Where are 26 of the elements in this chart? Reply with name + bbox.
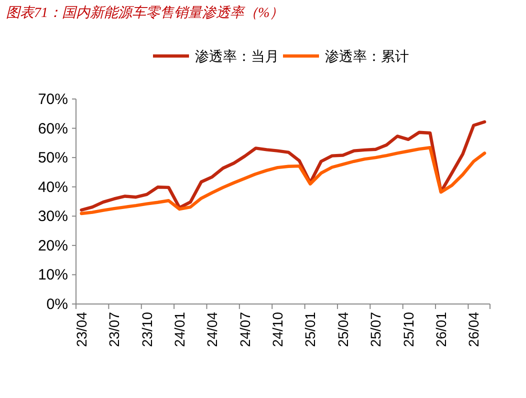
- x-tick-label: 24/10: [270, 312, 286, 348]
- y-tick-label: 20%: [38, 237, 68, 254]
- x-tick-label: 26/01: [432, 312, 449, 348]
- x-tick-label: 24/01: [172, 312, 188, 348]
- y-tick-label: 60%: [38, 120, 68, 138]
- y-tick-label: 10%: [38, 266, 68, 284]
- legend-label: 渗透率：累计: [325, 48, 409, 64]
- y-tick-label: 70%: [38, 91, 68, 108]
- x-tick-label: 24/04: [204, 312, 220, 348]
- legend-label: 渗透率：当月: [195, 48, 279, 64]
- y-tick-label: 30%: [38, 208, 68, 226]
- x-tick-label: 23/10: [138, 312, 155, 348]
- x-tick-label: 25/01: [302, 312, 318, 348]
- chart-title: 图表71：国内新能源车零售销量渗透率（%）: [6, 5, 284, 21]
- x-tick-label: 25/10: [400, 312, 416, 348]
- line-series: [80, 146, 486, 216]
- x-tick-label: 24/07: [236, 312, 253, 348]
- y-tick-label: 0%: [46, 296, 68, 313]
- x-tick-label: 23/07: [106, 312, 122, 348]
- x-tick-label: 26/04: [466, 312, 482, 348]
- x-tick-label: 25/07: [368, 312, 384, 348]
- line-series: [80, 120, 486, 212]
- x-tick-label: 25/04: [334, 312, 351, 348]
- y-tick-label: 40%: [38, 178, 68, 196]
- x-tick-label: 23/04: [73, 312, 90, 348]
- y-tick-label: 50%: [38, 150, 68, 167]
